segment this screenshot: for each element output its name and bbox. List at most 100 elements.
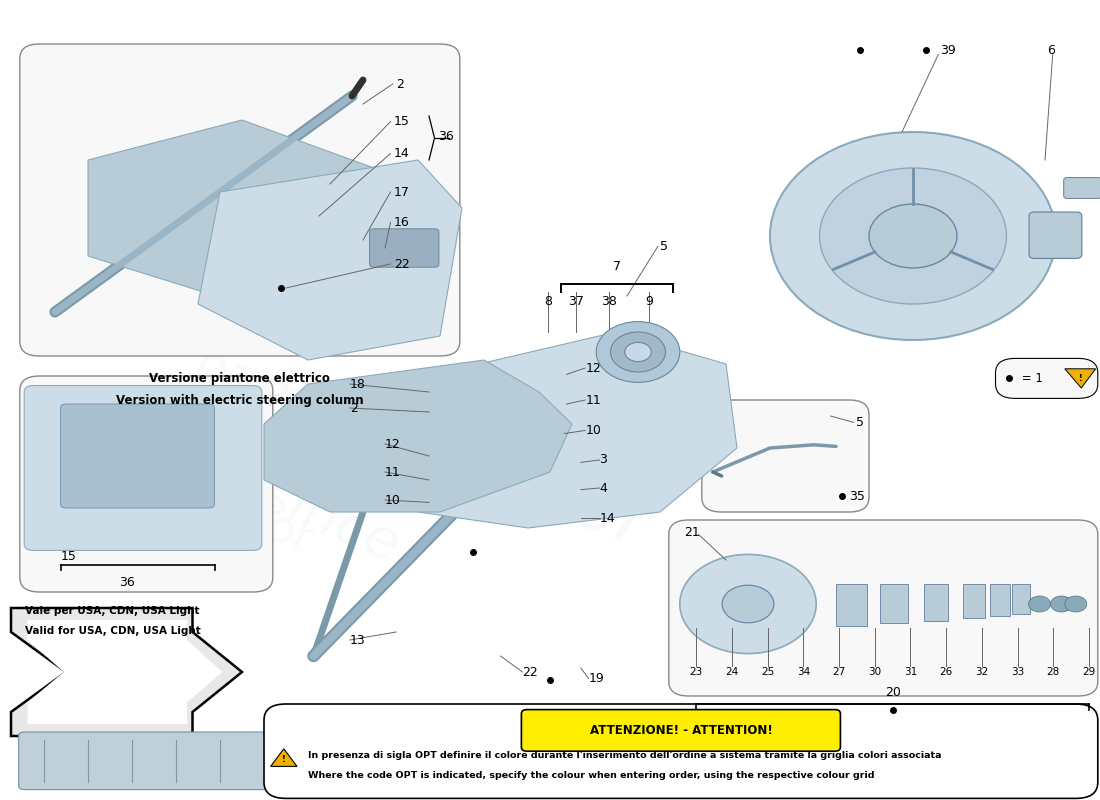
Text: ATTENZIONE! - ATTENTION!: ATTENZIONE! - ATTENTION! bbox=[590, 724, 772, 737]
FancyBboxPatch shape bbox=[702, 400, 869, 512]
Text: 9: 9 bbox=[645, 295, 653, 308]
Text: passion for: passion for bbox=[186, 338, 474, 494]
FancyBboxPatch shape bbox=[1064, 178, 1100, 198]
Text: 36: 36 bbox=[119, 576, 134, 589]
FancyBboxPatch shape bbox=[996, 358, 1098, 398]
Text: 5: 5 bbox=[856, 416, 864, 429]
Polygon shape bbox=[88, 120, 396, 304]
Text: 3: 3 bbox=[600, 454, 607, 466]
Text: passion for: passion for bbox=[77, 430, 319, 562]
Circle shape bbox=[770, 132, 1056, 340]
Polygon shape bbox=[198, 160, 462, 360]
Bar bbox=[1012, 584, 1030, 614]
Text: 4: 4 bbox=[600, 482, 607, 494]
Text: !: ! bbox=[1078, 374, 1082, 383]
Text: Vale per USA, CDN, USA Light: Vale per USA, CDN, USA Light bbox=[25, 606, 200, 616]
Text: !: ! bbox=[282, 754, 286, 764]
Text: 7: 7 bbox=[613, 260, 621, 273]
Polygon shape bbox=[1065, 369, 1096, 388]
Text: 20: 20 bbox=[884, 686, 901, 698]
Text: 22: 22 bbox=[522, 666, 538, 678]
Text: 12: 12 bbox=[385, 438, 400, 450]
Text: 24: 24 bbox=[725, 667, 738, 677]
Text: 37: 37 bbox=[569, 295, 584, 308]
Text: 22: 22 bbox=[394, 258, 409, 270]
Text: 18: 18 bbox=[350, 378, 365, 390]
Circle shape bbox=[1028, 596, 1050, 612]
Text: 11: 11 bbox=[385, 466, 400, 478]
Text: 5: 5 bbox=[660, 240, 668, 253]
Bar bbox=[880, 584, 907, 623]
Text: 31: 31 bbox=[904, 667, 917, 677]
FancyBboxPatch shape bbox=[521, 710, 840, 751]
Polygon shape bbox=[11, 608, 242, 736]
Polygon shape bbox=[418, 332, 737, 528]
Polygon shape bbox=[264, 360, 572, 512]
Text: 17: 17 bbox=[394, 186, 409, 198]
Text: 10: 10 bbox=[585, 424, 601, 437]
Text: 15: 15 bbox=[60, 550, 76, 562]
Text: 36: 36 bbox=[438, 130, 453, 142]
Text: since: since bbox=[386, 459, 494, 533]
Circle shape bbox=[1065, 596, 1087, 612]
Text: 15: 15 bbox=[394, 115, 409, 128]
Text: 26: 26 bbox=[939, 667, 953, 677]
FancyBboxPatch shape bbox=[370, 229, 439, 267]
Bar bbox=[924, 584, 948, 621]
Text: 39: 39 bbox=[940, 44, 956, 57]
Circle shape bbox=[820, 168, 1006, 304]
Text: 6: 6 bbox=[1047, 44, 1055, 57]
Text: 16: 16 bbox=[394, 216, 409, 229]
Circle shape bbox=[625, 342, 651, 362]
Text: passion for: passion for bbox=[265, 350, 659, 562]
Text: Version with electric steering column: Version with electric steering column bbox=[116, 394, 364, 407]
Bar bbox=[836, 584, 867, 626]
Text: since: since bbox=[253, 469, 407, 571]
Text: 19: 19 bbox=[588, 672, 604, 685]
Text: 12: 12 bbox=[585, 362, 601, 374]
Text: 14: 14 bbox=[394, 147, 409, 160]
Text: 14: 14 bbox=[600, 512, 615, 525]
Text: 8: 8 bbox=[543, 295, 552, 308]
Bar bbox=[962, 584, 984, 618]
Text: 2: 2 bbox=[396, 78, 404, 90]
Text: 35: 35 bbox=[849, 490, 865, 502]
FancyBboxPatch shape bbox=[264, 704, 1098, 798]
Text: 38: 38 bbox=[602, 295, 617, 308]
Circle shape bbox=[869, 204, 957, 268]
Circle shape bbox=[680, 554, 816, 654]
Text: 21: 21 bbox=[684, 526, 700, 538]
Polygon shape bbox=[28, 620, 222, 724]
Text: 33: 33 bbox=[1011, 667, 1024, 677]
Text: 29: 29 bbox=[1082, 667, 1096, 677]
Text: 27: 27 bbox=[833, 667, 846, 677]
Text: 11: 11 bbox=[585, 394, 601, 406]
FancyBboxPatch shape bbox=[60, 404, 215, 508]
Text: 28: 28 bbox=[1047, 667, 1060, 677]
Text: In presenza di sigla OPT definire il colore durante l'inserimento dell'ordine a : In presenza di sigla OPT definire il col… bbox=[308, 751, 942, 761]
FancyBboxPatch shape bbox=[20, 44, 460, 356]
Circle shape bbox=[596, 322, 680, 382]
Polygon shape bbox=[271, 749, 297, 766]
Text: Where the code OPT is indicated, specify the colour when entering order, using t: Where the code OPT is indicated, specify… bbox=[308, 771, 874, 781]
FancyBboxPatch shape bbox=[19, 732, 360, 790]
FancyBboxPatch shape bbox=[669, 520, 1098, 696]
Text: 23: 23 bbox=[690, 667, 703, 677]
Bar bbox=[990, 584, 1010, 616]
Circle shape bbox=[1050, 596, 1072, 612]
Circle shape bbox=[610, 332, 665, 372]
Text: 30: 30 bbox=[868, 667, 881, 677]
Text: 34: 34 bbox=[796, 667, 810, 677]
FancyBboxPatch shape bbox=[24, 386, 262, 550]
FancyBboxPatch shape bbox=[20, 376, 273, 592]
Text: Versione piantone elettrico: Versione piantone elettrico bbox=[150, 372, 330, 385]
Circle shape bbox=[722, 585, 774, 623]
Text: 2: 2 bbox=[350, 402, 358, 414]
Text: = 1: = 1 bbox=[1018, 372, 1043, 385]
Text: 32: 32 bbox=[976, 667, 989, 677]
FancyBboxPatch shape bbox=[1030, 212, 1082, 258]
Text: 10: 10 bbox=[385, 494, 400, 506]
Text: 13: 13 bbox=[350, 634, 365, 646]
Text: 25: 25 bbox=[761, 667, 774, 677]
Text: Valid for USA, CDN, USA Light: Valid for USA, CDN, USA Light bbox=[25, 626, 201, 635]
